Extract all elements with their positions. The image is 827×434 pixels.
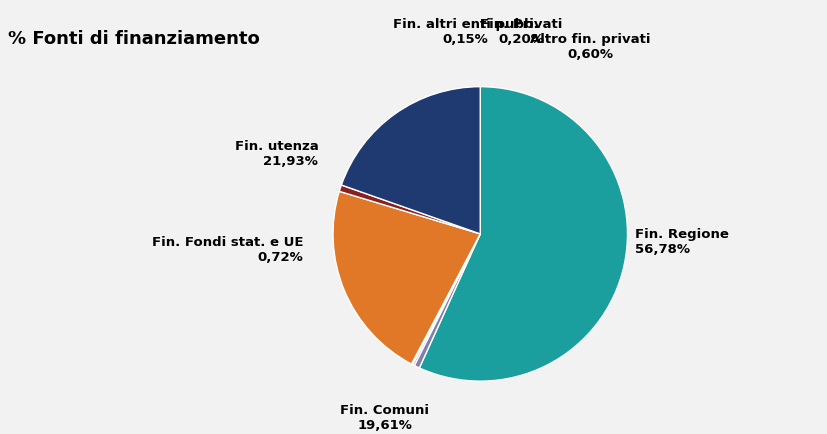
Wedge shape — [332, 192, 480, 364]
Text: Altro fin. privati
0,60%: Altro fin. privati 0,60% — [530, 33, 650, 61]
Text: % Fonti di finanziamento: % Fonti di finanziamento — [8, 30, 260, 48]
Wedge shape — [341, 88, 480, 234]
Wedge shape — [412, 234, 480, 366]
Text: Fin. Fondi stat. e UE
0,72%: Fin. Fondi stat. e UE 0,72% — [152, 235, 304, 263]
Text: Fin. altri enti pubb.
0,15%: Fin. altri enti pubb. 0,15% — [392, 18, 538, 46]
Text: Fin. Regione
56,78%: Fin. Regione 56,78% — [634, 228, 728, 256]
Wedge shape — [414, 234, 480, 368]
Text: Fin. utenza
21,93%: Fin. utenza 21,93% — [234, 140, 318, 168]
Wedge shape — [339, 186, 480, 234]
Wedge shape — [418, 88, 627, 381]
Wedge shape — [411, 234, 480, 365]
Text: Fin. Comuni
19,61%: Fin. Comuni 19,61% — [340, 403, 428, 431]
Text: Fin. Privati
0,20%: Fin. Privati 0,20% — [480, 18, 562, 46]
